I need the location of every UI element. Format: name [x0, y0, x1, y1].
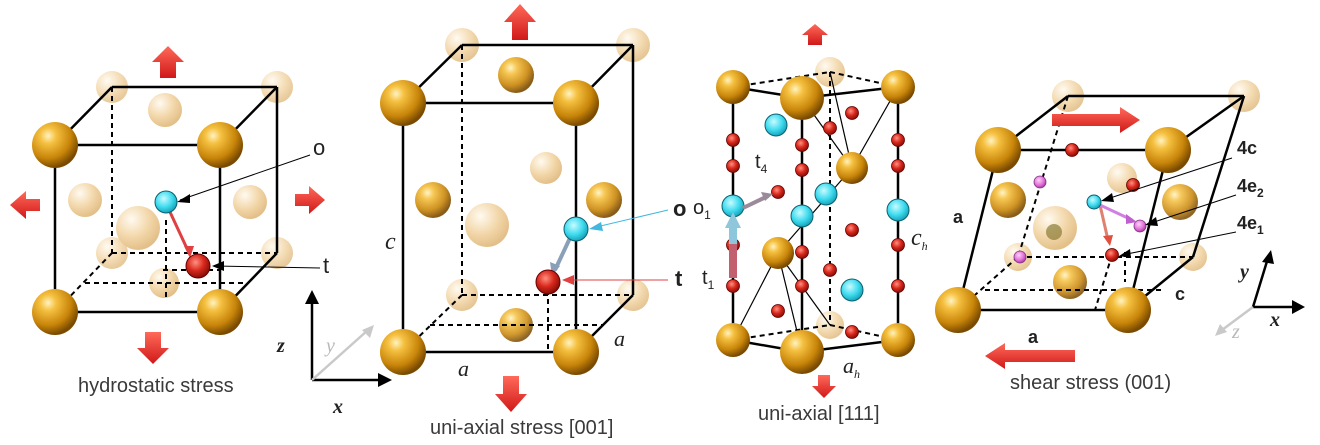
- panel-uniaxial-001: [380, 4, 669, 412]
- shear-label-4c: 4c: [1237, 138, 1258, 158]
- axis-right-z: z: [1232, 321, 1240, 343]
- axes-left: [305, 290, 392, 387]
- panel-uniaxial-111: [716, 24, 915, 398]
- hydro-label-t: t: [323, 253, 330, 278]
- u001-label-o: o: [673, 196, 687, 221]
- caption-uniaxial-001: uni-axial stress [001]: [430, 417, 614, 439]
- panel-hydrostatic: [10, 46, 325, 364]
- u001-label-t: t: [675, 266, 683, 291]
- u001-label-a-side: a: [614, 326, 625, 351]
- axis-right-y: y: [1240, 261, 1249, 283]
- u111-label-ch: ch: [911, 225, 928, 253]
- shear-label-4e2: 4e2: [1237, 176, 1264, 200]
- axis-left-y: y: [326, 335, 335, 357]
- axis-left-z: z: [277, 335, 285, 357]
- u001-label-c: c: [385, 229, 396, 255]
- shear-label-a-left: a: [953, 207, 964, 227]
- caption-uniaxial-111: uni-axial [111]: [758, 403, 880, 425]
- axes-right: [1215, 250, 1305, 336]
- caption-shear-001: shear stress (001): [1010, 372, 1172, 394]
- axis-left-x: x: [333, 396, 343, 418]
- axis-right-x: x: [1270, 309, 1280, 331]
- shear-label-4e1: 4e1: [1237, 213, 1264, 237]
- shear-label-a-bottom: a: [1028, 327, 1039, 347]
- caption-hydrostatic: hydrostatic stress: [78, 375, 234, 397]
- shear-label-c: c: [1175, 284, 1186, 304]
- u111-label-o1: o1: [693, 197, 711, 222]
- u111-label-ah: ah: [843, 353, 860, 381]
- u001-label-a-front: a: [458, 356, 469, 381]
- hydro-label-o: o: [313, 135, 326, 160]
- u111-label-t1: t1: [702, 267, 715, 292]
- u111-label-t4: t4: [755, 151, 768, 176]
- panel-shear-001: [935, 80, 1260, 369]
